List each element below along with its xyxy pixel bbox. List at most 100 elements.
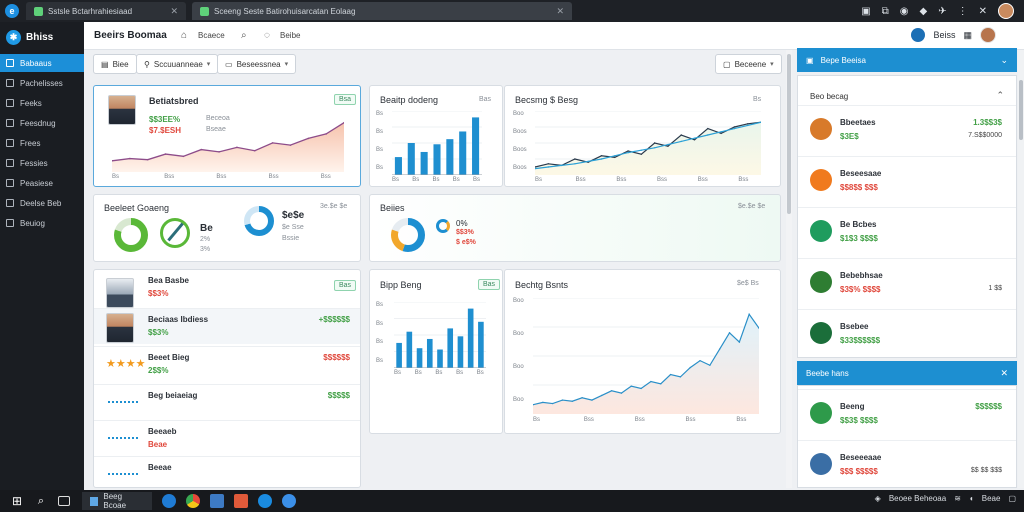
profile-avatar[interactable]: [998, 3, 1014, 19]
data-point: [610, 390, 613, 392]
search-icon[interactable]: ⌕: [37, 495, 45, 507]
grid-icon[interactable]: ▦: [963, 29, 972, 40]
app-logo[interactable]: ✱ Bhiss: [0, 22, 84, 52]
share-icon[interactable]: ✈: [938, 5, 947, 17]
panel-item-name: Beseeeaae: [840, 453, 882, 462]
y-tick-label: Boos: [513, 147, 527, 154]
page-scrollbar[interactable]: [1018, 50, 1024, 488]
sidebar-item-1[interactable]: Pachelisses: [0, 74, 84, 92]
panel-list-item[interactable]: Beseeeaae $$$ $$$$$ $$ $$ $$$: [798, 440, 1016, 490]
stats-value-2: $e$e: [282, 210, 305, 221]
panel-list-item[interactable]: Be Bcbes $1$3 $$$$: [798, 207, 1016, 257]
y-tick-label: Boo: [513, 363, 524, 370]
start-icon[interactable]: ⊞: [11, 494, 23, 508]
taskbar-app-button[interactable]: Beeg Bcoae: [82, 492, 152, 510]
browser-tab-1[interactable]: Sstsle Bctarhrahiesiaad ✕: [26, 2, 186, 20]
bell-icon[interactable]: ◌: [264, 30, 270, 41]
bell-label[interactable]: Beibe: [280, 31, 301, 40]
mail-icon[interactable]: [282, 494, 296, 508]
close-tab-icon[interactable]: ✕: [170, 5, 178, 16]
right-panel-header-2[interactable]: Beebe hans ✕: [797, 361, 1017, 385]
network-icon[interactable]: ◈: [874, 494, 881, 503]
profile-card[interactable]: Betiatsbred Bsa $$3EE% Beceoa $7.$ESH Bs…: [93, 85, 361, 187]
right-panel-header-1-label: Bepe Beeisa: [820, 55, 866, 65]
store-icon[interactable]: [210, 494, 224, 508]
data-point: [236, 146, 238, 149]
sidebar-item-8[interactable]: Beuiog: [0, 214, 84, 232]
close-tab-icon[interactable]: ✕: [556, 5, 564, 16]
bar-chart-card-2[interactable]: Bipp Beng Bas Bs Bs Bs Bs Bs Bs Bs Bs Bs: [369, 269, 503, 434]
x-tick-label: Bs: [412, 177, 420, 183]
list-item[interactable]: Beg beiaeiag $$$$$: [94, 384, 360, 420]
panel-list-item[interactable]: Beseesaae $$8$$ $$$: [798, 156, 1016, 206]
account-icon[interactable]: [911, 28, 926, 42]
line-chart-card-2[interactable]: Bechtg Bsnts $e$ Bs Boo Boo Boo Boo Bs Bss Bs…: [504, 269, 781, 434]
small-donut-pct: 0%: [456, 219, 468, 228]
search-label[interactable]: Bcaece: [198, 31, 225, 40]
chevron-up-icon[interactable]: ⌃: [996, 90, 1004, 100]
x-tick-label: Bs: [112, 174, 120, 180]
bar: [447, 328, 454, 368]
downloads-icon[interactable]: ◆: [919, 5, 928, 17]
panel-list-item[interactable]: Beeng $$3$ $$$$ $$$$$$: [798, 389, 1016, 439]
small-donut-card[interactable]: Beiies $e.$e $e 0% $$3% $ e$%: [369, 194, 781, 262]
sync-icon[interactable]: ◉: [899, 5, 909, 17]
close-icon[interactable]: ✕: [1000, 367, 1008, 378]
chevron-down-icon[interactable]: ⌄: [1000, 54, 1008, 65]
list-item[interactable]: ★★★★ Beeet Bieg 2$$% $$$$$$: [94, 346, 360, 382]
x-tick-label: Bs: [473, 177, 481, 183]
sidebar-item-5[interactable]: Fessies: [0, 154, 84, 172]
sidebar-item-0[interactable]: Babaaus: [0, 54, 84, 72]
sidebar-item-4[interactable]: Frees: [0, 134, 84, 152]
right-panel-header-1[interactable]: ▣ Bepe Beeisa ⌄: [797, 48, 1017, 72]
panel-list-item[interactable]: Bsebee $33$$$$$$: [798, 309, 1016, 359]
browser-icon[interactable]: [258, 494, 272, 508]
wifi-icon[interactable]: ≋: [954, 494, 961, 503]
sidebar-item-6[interactable]: Peasiese: [0, 174, 84, 192]
sidebar-item-7[interactable]: Deelse Beb: [0, 194, 84, 212]
sidebar-item-label: Feesdnug: [20, 118, 56, 128]
bar-chart-1: [392, 111, 482, 175]
volume-icon[interactable]: ◖: [968, 494, 974, 503]
main-scrollbar-thumb[interactable]: [787, 54, 791, 214]
list-item[interactable]: Beciaas Ibdiess $$3% +$$$$$$: [94, 308, 360, 344]
sidebar-item-2[interactable]: Feeks: [0, 94, 84, 112]
line-chart-card-1[interactable]: Becsmg $ Besg Bs Boo Boos Boos Boos Bs Bss Bs…: [504, 85, 781, 187]
filter-button[interactable]: ▤ Biee: [93, 54, 137, 74]
photos-icon[interactable]: [234, 494, 248, 508]
user-avatar[interactable]: [980, 27, 996, 43]
list-item[interactable]: Beeae: [94, 456, 360, 487]
data-point: [718, 348, 721, 350]
page-scrollbar-thumb[interactable]: [1019, 80, 1023, 140]
line-chart-2-corner: $e$ Bs: [737, 280, 759, 287]
notifications-icon[interactable]: ▢: [1008, 494, 1016, 503]
export-dropdown[interactable]: ▢ Beceene ▾: [715, 54, 782, 74]
edge-icon[interactable]: [162, 494, 176, 508]
lock-icon[interactable]: ⌂: [181, 30, 188, 41]
main-scrollbar[interactable]: [786, 50, 792, 488]
range-dropdown[interactable]: ▭ Beseessnea ▾: [217, 54, 297, 74]
right-panel-list-2: Beeng $$3$ $$$$ $$$$$$ Beseeeaae $$$ $$$$$ $$…: [797, 385, 1017, 488]
chrome-icon[interactable]: [186, 494, 200, 508]
stats-card[interactable]: Beeleet Goaeng 3e.$e $e Be 2% 3% $e$e $e…: [93, 194, 361, 262]
bookmark-icon[interactable]: ▣: [861, 5, 871, 17]
data-point: [733, 126, 736, 128]
y-tick-label: Boos: [513, 165, 527, 172]
task-view-icon[interactable]: [58, 496, 70, 506]
window-close-icon[interactable]: ✕: [978, 5, 987, 17]
y-tick-label: Boo: [513, 111, 524, 117]
view-dropdown[interactable]: ⚲ Sccuuanneae ▾: [136, 54, 219, 74]
x-tick-label: Bss: [736, 417, 747, 423]
panel-list-item[interactable]: Bebebhsae $3$% $$$$ 1 $$: [798, 258, 1016, 308]
search-icon[interactable]: ⌕: [241, 30, 247, 41]
bar-chart-card-1[interactable]: Beaitp dodeng Bas Bs Bs Bs Bs Bs Bs Bs Bs Bs: [369, 85, 503, 187]
list-item[interactable]: Bea Basbe $$3%: [94, 270, 360, 308]
list-item[interactable]: Beeaeb Beae: [94, 420, 360, 456]
browser-tab-2[interactable]: Sceeng Seste Batirohuisarcatan Eolaag ✕: [192, 2, 572, 20]
extensions-icon[interactable]: ⧉: [881, 5, 889, 17]
menu-icon[interactable]: ⋮: [957, 5, 968, 17]
y-tick-label: Bs: [376, 302, 384, 308]
panel-list-item[interactable]: Bbeetaes $3E$ 1.3$$3$ 7.S$$0000: [798, 105, 1016, 155]
sidebar-item-3[interactable]: Feesdnug: [0, 114, 84, 132]
user-label[interactable]: Beiss: [933, 30, 956, 40]
